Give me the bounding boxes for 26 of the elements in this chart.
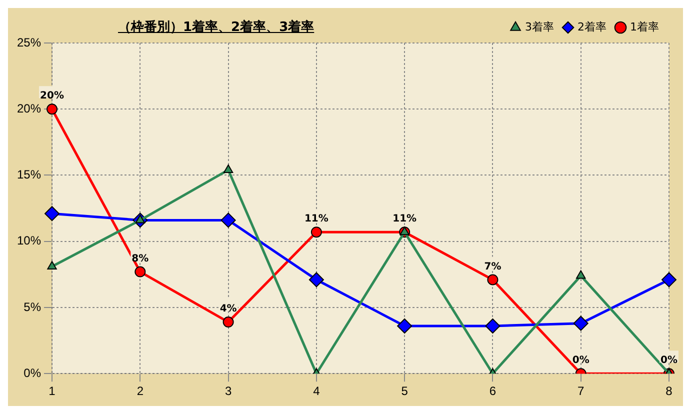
data-label: 8% bbox=[132, 253, 149, 264]
x-tick-label: 8 bbox=[666, 384, 673, 398]
data-label: 0% bbox=[572, 355, 590, 366]
x-tick-label: 5 bbox=[401, 384, 408, 398]
y-tick-label: 15% bbox=[16, 168, 42, 182]
y-tick-label: 5% bbox=[24, 300, 42, 314]
x-tick-label: 3 bbox=[224, 384, 232, 398]
legend-label: 1着率 bbox=[630, 20, 659, 34]
y-tick-label: 25% bbox=[16, 35, 42, 50]
y-tick-label: 20% bbox=[16, 101, 42, 116]
data-label: 20% bbox=[40, 90, 64, 102]
data-label: 11% bbox=[304, 214, 328, 225]
x-tick-label: 4 bbox=[313, 384, 320, 398]
y-tick-label: 0% bbox=[24, 366, 42, 380]
x-tick-label: 2 bbox=[136, 384, 144, 398]
data-label: 4% bbox=[220, 304, 237, 315]
data-label: 7% bbox=[484, 261, 502, 272]
x-tick-label: 1 bbox=[48, 384, 56, 398]
data-label: 0% bbox=[660, 355, 678, 366]
legend-label: 3着率 bbox=[525, 20, 554, 34]
legend-label: 2着率 bbox=[578, 20, 607, 34]
x-tick-label: 7 bbox=[578, 384, 585, 398]
y-tick-label: 10% bbox=[16, 234, 42, 248]
chart-title: （枠番別）1着率、2着率、3着率 bbox=[118, 18, 314, 36]
data-label: 11% bbox=[392, 214, 417, 225]
x-tick-label: 6 bbox=[489, 384, 496, 398]
